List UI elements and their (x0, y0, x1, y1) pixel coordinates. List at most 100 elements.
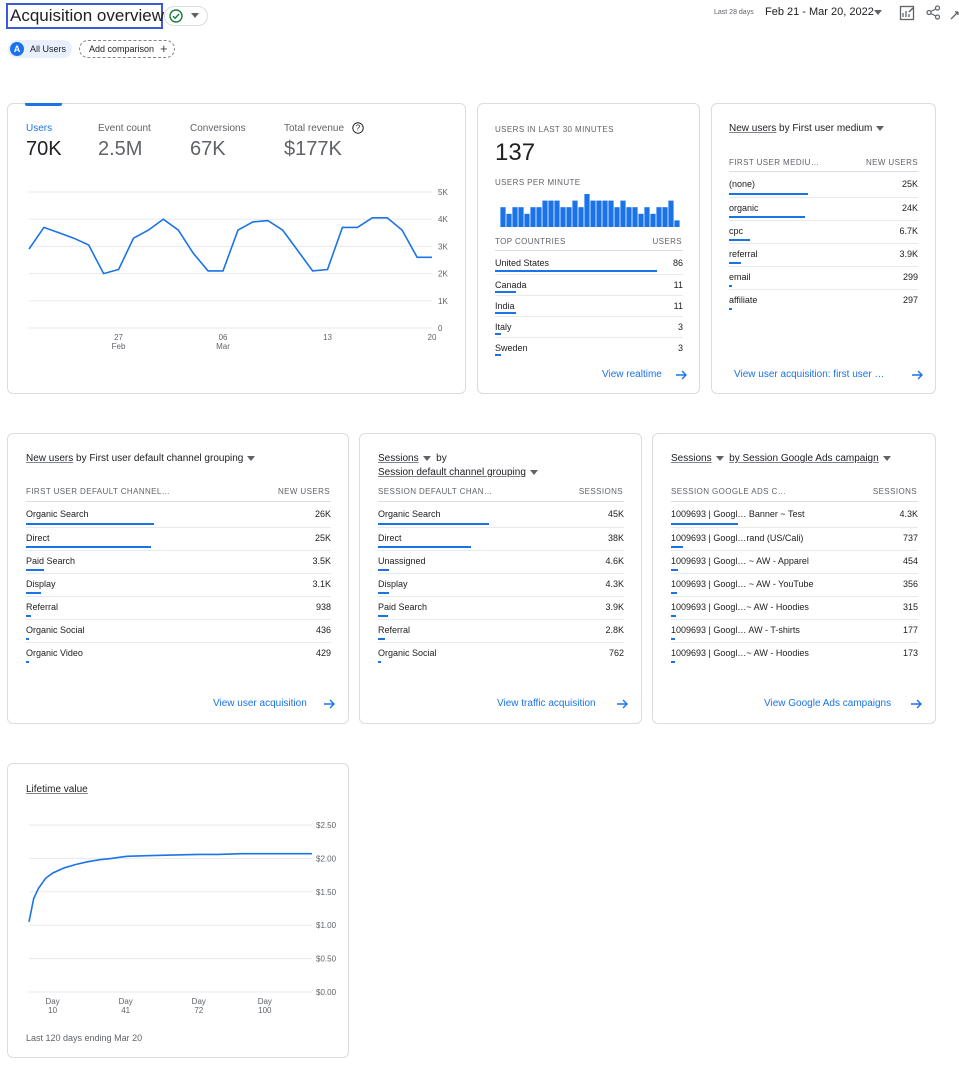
table-row[interactable]: Direct 25K (26, 527, 331, 550)
chevron-down-icon[interactable] (422, 455, 431, 461)
table-row[interactable]: Organic Social 436 (26, 619, 331, 642)
metric-value-users[interactable]: 70K (26, 138, 62, 160)
table-row[interactable]: Paid Search 3.5K (26, 550, 331, 573)
table-row[interactable]: cpc 6.7K (729, 220, 918, 243)
chevron-down-icon[interactable] (529, 469, 538, 475)
minute-bar[interactable] (596, 200, 602, 227)
metric-value-total-revenue[interactable]: $177K (284, 138, 342, 160)
table-row[interactable]: Referral 2.8K (378, 619, 624, 642)
lifetime-value-title[interactable]: Lifetime value (26, 784, 88, 795)
arrow-right-icon[interactable] (675, 370, 688, 380)
minute-bar[interactable] (572, 200, 578, 227)
metric-tab-users[interactable]: Users (26, 123, 53, 134)
channel-card-title[interactable]: New users by First user default channel … (26, 453, 256, 464)
metric-tab-total-revenue[interactable]: Total revenue (284, 123, 345, 134)
metric-value-conversions[interactable]: 67K (190, 138, 226, 160)
minute-bar[interactable] (644, 207, 650, 227)
metric-tab-event-count[interactable]: Event count (98, 123, 151, 134)
view-traffic-acquisition-link[interactable]: View traffic acquisition (497, 698, 596, 709)
minute-bar[interactable] (638, 213, 644, 227)
chevron-down-icon[interactable] (247, 455, 256, 461)
minute-bar[interactable] (536, 207, 542, 227)
minute-bar[interactable] (650, 213, 656, 227)
table-row[interactable]: 1009693 | Googl… ~ AW - YouTube 356 (671, 573, 918, 596)
sessions-card-title[interactable]: Sessions by (378, 453, 447, 464)
minute-bar[interactable] (548, 200, 554, 227)
minute-bar[interactable] (506, 213, 512, 227)
table-row[interactable]: affiliate 297 (729, 289, 918, 312)
table-row[interactable]: (none) 25K (729, 174, 918, 197)
metric-tab-conversions[interactable]: Conversions (190, 123, 246, 134)
table-row[interactable]: Italy 3 (495, 316, 683, 337)
expand-icon[interactable] (950, 6, 959, 20)
minute-bar[interactable] (632, 207, 638, 227)
edit-chart-icon[interactable] (899, 5, 915, 21)
view-google-ads-campaigns-link[interactable]: View Google Ads campaigns (764, 698, 892, 709)
minute-bar[interactable] (560, 207, 566, 227)
view-realtime-link[interactable]: View realtime (602, 369, 662, 380)
table-row[interactable]: 1009693 | Googl… ~ AW - Apparel 454 (671, 550, 918, 573)
table-row[interactable]: organic 24K (729, 197, 918, 220)
table-row[interactable]: India 11 (495, 295, 683, 316)
ads-card-title[interactable]: Sessions by Session Google Ads campaign (671, 453, 891, 464)
chevron-down-icon[interactable] (882, 455, 891, 461)
arrow-right-icon[interactable] (616, 699, 629, 709)
title-metric[interactable]: Sessions (378, 453, 419, 464)
chevron-down-icon[interactable] (874, 10, 882, 15)
minute-bar[interactable] (530, 207, 536, 227)
minute-bar[interactable] (500, 207, 506, 227)
minute-bar[interactable] (626, 207, 632, 227)
title-metric[interactable]: New users (729, 123, 777, 134)
table-row[interactable]: United States 86 (495, 253, 683, 274)
arrow-right-icon[interactable] (911, 370, 924, 380)
metric-value-event-count[interactable]: 2.5M (98, 138, 143, 160)
all-users-chip[interactable]: A All Users (8, 40, 72, 58)
minute-bar[interactable] (602, 200, 608, 227)
minute-bar[interactable] (554, 200, 560, 227)
chevron-down-icon[interactable] (876, 125, 885, 131)
table-row[interactable]: Organic Search 26K (26, 504, 331, 527)
minute-bar[interactable] (614, 207, 620, 227)
table-row[interactable]: Direct 38K (378, 527, 624, 550)
table-row[interactable]: Organic Social 762 (378, 642, 624, 665)
table-row[interactable]: Display 3.1K (26, 573, 331, 596)
date-range-picker[interactable]: Feb 21 - Mar 20, 2022 (765, 6, 874, 18)
table-row[interactable]: Organic Search 45K (378, 504, 624, 527)
status-dropdown[interactable] (164, 6, 208, 26)
minute-bar[interactable] (512, 207, 518, 227)
minute-bar[interactable] (524, 213, 530, 227)
table-row[interactable]: 1009693 | Googl…~ AW - Hoodies 315 (671, 596, 918, 619)
minute-bar[interactable] (608, 200, 614, 227)
arrow-right-icon[interactable] (323, 699, 336, 709)
help-icon[interactable]: ? (352, 122, 364, 134)
share-icon[interactable] (926, 5, 941, 20)
minute-bar[interactable] (584, 194, 590, 227)
minute-bar[interactable] (590, 200, 596, 227)
minute-bar[interactable] (542, 200, 548, 227)
table-row[interactable]: Canada 11 (495, 274, 683, 295)
table-row[interactable]: referral 3.9K (729, 243, 918, 266)
table-row[interactable]: email 299 (729, 266, 918, 289)
table-row[interactable]: Organic Video 429 (26, 642, 331, 665)
minute-bar[interactable] (518, 207, 524, 227)
table-row[interactable]: 1009693 | Googl…rand (US/Cali) 737 (671, 527, 918, 550)
minute-bar[interactable] (668, 200, 674, 227)
minute-bar[interactable] (674, 220, 680, 227)
table-row[interactable]: Referral 938 (26, 596, 331, 619)
table-row[interactable]: Unassigned 4.6K (378, 550, 624, 573)
arrow-right-icon[interactable] (910, 699, 923, 709)
minute-bar[interactable] (566, 207, 572, 227)
view-user-acquisition-link[interactable]: View user acquisition (213, 698, 307, 709)
title-metric[interactable]: New users (26, 453, 74, 464)
table-row[interactable]: 1009693 | Googl… Banner ~ Test 4.3K (671, 504, 918, 527)
medium-card-title[interactable]: New users by First user medium (729, 123, 885, 134)
table-row[interactable]: Display 4.3K (378, 573, 624, 596)
add-comparison-button[interactable]: Add comparison + (79, 40, 175, 58)
table-row[interactable]: Paid Search 3.9K (378, 596, 624, 619)
minute-bar[interactable] (578, 207, 584, 227)
minute-bar[interactable] (662, 207, 668, 227)
table-row[interactable]: 1009693 | Googl…~ AW - Hoodies 173 (671, 642, 918, 665)
minute-bar[interactable] (656, 207, 662, 227)
view-user-acquisition-first-link[interactable]: View user acquisition: first user … (734, 369, 885, 380)
title-metric[interactable]: Sessions (671, 453, 712, 464)
